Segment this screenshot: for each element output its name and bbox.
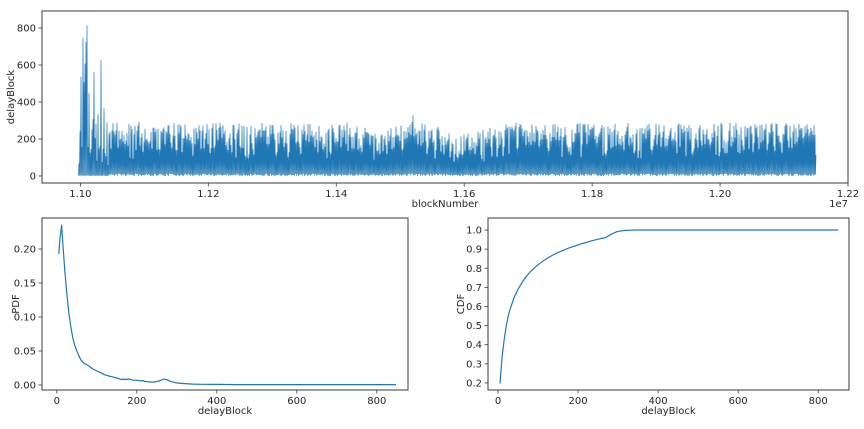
x-tick-label: 0 <box>54 396 60 407</box>
y-tick-label: 0.5 <box>466 321 482 332</box>
x-tick-label: 1.14 <box>325 189 347 200</box>
y-tick-label: 400 <box>17 97 36 108</box>
y-tick-label: 0.00 <box>14 380 36 391</box>
y-tick-label: 200 <box>17 134 36 145</box>
y-tick-label: 0.8 <box>466 264 482 275</box>
x-tick-label: 1.16 <box>453 189 475 200</box>
y-tick-label: 600 <box>17 61 36 72</box>
y-tick-label: 0.05 <box>14 346 36 357</box>
y-axis-label: delayBlock <box>6 70 17 125</box>
x-tick-label: 0 <box>495 396 501 407</box>
cdf-plot-line <box>499 229 839 384</box>
y-tick-label: 0.3 <box>466 359 482 370</box>
axes-spines <box>41 10 849 184</box>
axes-spines <box>487 217 850 391</box>
x-tick-label: 200 <box>127 396 146 407</box>
x-tick-label: 1.20 <box>709 189 731 200</box>
x-tick-label: 1.12 <box>197 189 219 200</box>
y-tick-label: 0.15 <box>14 278 36 289</box>
x-tick-label: 1.18 <box>581 189 603 200</box>
delay-timeseries-noise-line <box>78 25 817 177</box>
y-tick-label: 1.0 <box>466 226 482 237</box>
y-tick-label: 0 <box>30 171 36 182</box>
y-tick-label: 800 <box>17 24 36 35</box>
y-tick-label: 0.7 <box>466 283 482 294</box>
delay-timeseries-axes: 1.10 1.12 1.14 1.16 1.18 1.20 1.22 0 200 400 600 80… <box>6 10 859 210</box>
y-axis-label: CDF <box>456 294 467 315</box>
x-tick-label: 1.22 <box>837 189 859 200</box>
x-tick-label: 200 <box>569 396 588 407</box>
x-tick-label: 600 <box>729 396 748 407</box>
axes-spines <box>41 217 409 391</box>
cdf-plot-axes: 0 200 400 600 800 0.2 0.3 0.4 0.5 0.6 0.7 0.8 0.9 1.0… <box>456 217 850 417</box>
y-tick-label: 0.2 <box>466 378 482 389</box>
x-tick-label: 1.10 <box>69 189 91 200</box>
x-tick-label: 400 <box>649 396 668 407</box>
x-tick-label: 800 <box>367 396 386 407</box>
y-tick-label: 0.10 <box>14 312 36 323</box>
x-tick-label: 400 <box>207 396 226 407</box>
x-tick-label: 600 <box>287 396 306 407</box>
y-tick-label: 0.4 <box>466 340 482 351</box>
x-tick-label: 800 <box>809 396 828 407</box>
y-tick-label: 0.9 <box>466 245 482 256</box>
pdf-plot-line <box>58 224 396 386</box>
x-axis-label: delayBlock <box>641 406 696 417</box>
x-axis-label: delayBlock <box>198 406 253 417</box>
pdf-plot-axes: 0 200 400 600 800 0.00 0.05 0.10 0.15 0.20 delayBl… <box>11 217 409 417</box>
y-axis-label: PDF <box>11 294 22 314</box>
y-tick-label: 0.20 <box>14 245 36 256</box>
x-axis-label: blockNumber <box>412 199 480 210</box>
y-tick-label: 0.6 <box>466 302 482 313</box>
x-offset-label: 1e7 <box>829 199 848 210</box>
